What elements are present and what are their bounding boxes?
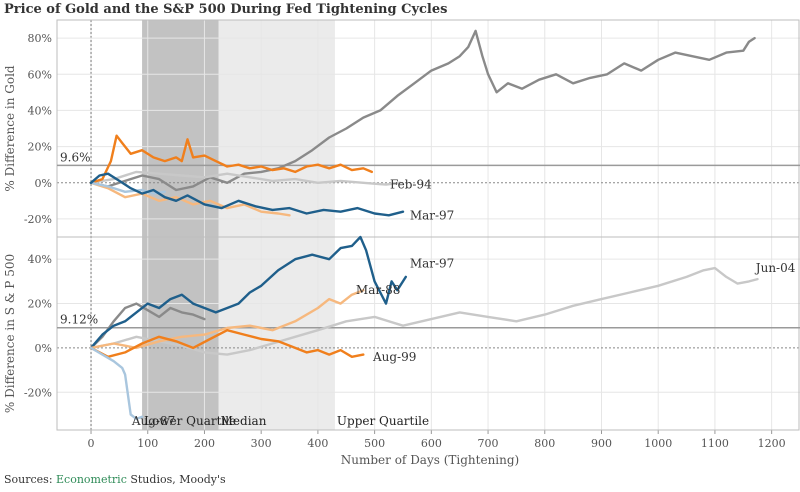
quartile-bands [142,20,335,430]
x-tick-label: 1100 [701,437,729,450]
sources-suffix: , Moody's [172,473,226,486]
series-lines [89,29,759,421]
series-line [89,302,206,350]
chart-labels: 0 100 200 300 400 500 600 700 800 900 1000 1100 1200… [3,32,796,467]
series-line [89,266,759,356]
series-line [89,329,365,358]
x-axis-label: Number of Days (Tightening) [341,453,519,467]
series-end-label: Feb-94 [390,178,432,192]
quartile-band [218,20,335,430]
chart: 0 100 200 300 400 500 600 700 800 900 1000 1100 1200… [3,19,800,467]
x-tick-label: 100 [137,437,158,450]
series-line [89,172,405,217]
y-tick-label: 40% [28,104,52,117]
y-tick-label: 20% [28,298,52,311]
plot-frame [56,19,800,431]
x-tick-label: 600 [421,437,442,450]
chart-title: Price of Gold and the S&P 500 During Fed… [4,2,448,17]
quartile-label: Median [221,414,267,428]
y-tick-label: 80% [28,32,52,45]
y-axis-label: % Difference in S & P 500 [3,254,17,413]
panel-frame [56,236,800,431]
y-tick-label: -20% [24,386,52,399]
x-tick-label: 400 [307,437,328,450]
series-end-label: Aug-87 [131,414,175,428]
quartile-label: Lower Quartile [144,414,236,428]
reference-label: 9.6% [60,150,91,164]
x-tick-label: 700 [478,437,499,450]
y-tick-label: 60% [28,68,52,81]
x-tick-label: 300 [251,437,272,450]
gridlines [57,20,800,434]
series-end-label: Mar-97 [410,208,455,222]
x-tick-label: 1000 [644,437,672,450]
y-tick-label: 20% [28,141,52,154]
quartile-label: Upper Quartile [337,414,429,428]
x-tick-label: 200 [194,437,215,450]
y-tick-label: 40% [28,253,52,266]
y-axis-label: % Difference in Gold [3,65,17,192]
series-line [89,29,756,192]
series-end-label: Aug-99 [372,350,416,364]
series-line [89,181,291,217]
x-tick-label: 1200 [758,437,786,450]
x-tick-label: 0 [88,437,95,450]
series-end-label: Jun-04 [754,261,796,275]
sources-note: Sources: Econometric Studios, Moody's [4,473,226,486]
reference-lines [57,164,800,329]
series-end-label: Mar-88 [356,283,401,297]
x-tick-label: 800 [534,437,555,450]
x-tick-label: 900 [591,437,612,450]
x-tick-label: 500 [364,437,385,450]
series-line [89,134,373,184]
sources-studio-b: Studios [126,473,173,486]
sources-studio-a: Econometric [56,473,127,486]
y-tick-label: -20% [24,213,52,226]
series-line [89,170,402,186]
series-line [89,346,144,421]
reference-label: 9.12% [60,313,98,327]
quartile-band [142,20,219,430]
series-end-label: Mar-97 [410,257,455,271]
series-line [89,289,365,350]
y-tick-label: 0% [35,342,52,355]
y-tick-label: 0% [35,177,52,190]
series-line [89,235,407,350]
sources-prefix: Sources: [4,473,57,486]
